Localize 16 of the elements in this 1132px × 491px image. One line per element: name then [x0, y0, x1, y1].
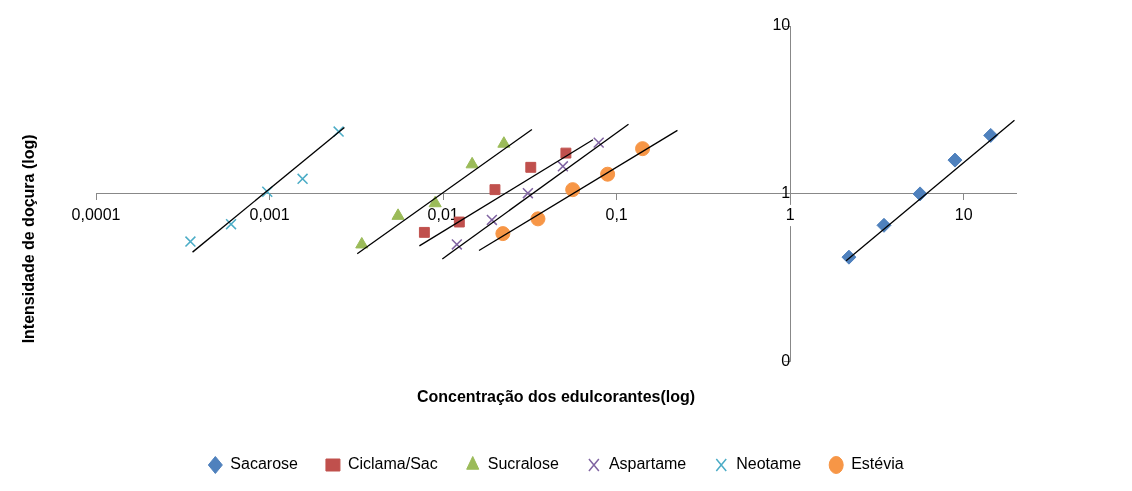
- x-tick-label: 0,1: [605, 205, 628, 223]
- legend-label: Aspartame: [608, 455, 687, 473]
- legend-label: Neotame: [736, 455, 802, 473]
- y-tick-label: 1: [781, 184, 791, 202]
- y-tick-label: 0: [781, 352, 791, 370]
- x-tick-label: 0,001: [249, 205, 290, 223]
- x-tick-label: 0,0001: [71, 205, 121, 223]
- legend-label: Sucralose: [487, 455, 559, 473]
- x-tick-label: 10: [954, 205, 973, 223]
- x-axis-title: Concentração dos edulcorantes(log): [416, 387, 696, 405]
- y-axis-title: Intensidade de doçura (log): [20, 134, 38, 344]
- y-tick-label: 10: [772, 16, 791, 34]
- legend-label: Ciclama/Sac: [347, 455, 438, 473]
- legend-label: Sacarose: [230, 455, 299, 473]
- x-tick-label: 0,01: [427, 205, 459, 223]
- legend-label: Estévia: [851, 455, 904, 473]
